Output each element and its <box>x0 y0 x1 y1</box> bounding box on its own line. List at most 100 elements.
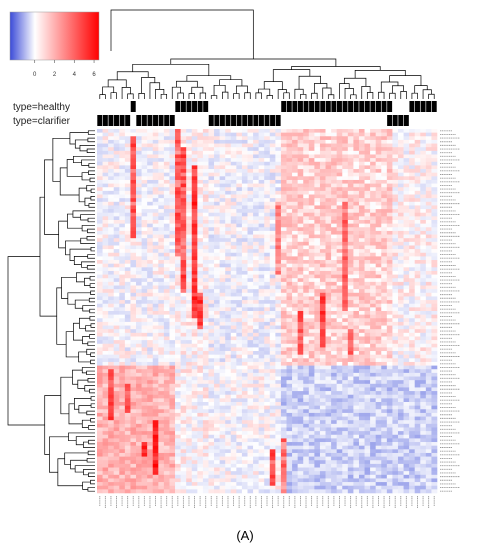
heatmap-cell <box>297 132 304 137</box>
heatmap-cell <box>381 147 388 152</box>
heatmap-cell <box>297 321 304 326</box>
heatmap-cell <box>158 147 165 152</box>
heatmap-cell <box>258 281 265 286</box>
heatmap-cell <box>292 394 298 399</box>
heatmap-cell <box>353 318 360 323</box>
heatmap-cell <box>364 270 371 275</box>
heatmap-cell <box>331 300 337 305</box>
heatmap-cell <box>347 307 354 312</box>
heatmap-cell <box>124 332 131 337</box>
heatmap-cell <box>163 307 170 312</box>
heatmap-cell <box>97 212 103 217</box>
heatmap-cell <box>325 143 332 148</box>
heatmap-cell <box>319 332 326 337</box>
heatmap-cell <box>280 365 287 370</box>
heatmap-cell <box>431 383 438 388</box>
heatmap-cell <box>314 256 321 261</box>
heatmap-cell <box>202 351 209 355</box>
heatmap-cell <box>347 209 354 214</box>
heatmap-cell <box>308 365 315 370</box>
heatmap-cell <box>403 372 410 377</box>
heatmap-cell <box>420 329 427 334</box>
heatmap-cell <box>191 260 198 264</box>
heatmap-cell <box>414 263 421 268</box>
heatmap-cell <box>214 281 220 286</box>
heatmap-cell <box>147 190 154 195</box>
heatmap-cell <box>331 172 337 177</box>
heatmap-cell <box>292 198 298 203</box>
heatmap-cell <box>113 296 120 301</box>
heatmap-cell <box>336 380 343 385</box>
heatmap-cell <box>420 361 427 366</box>
heatmap-cell <box>163 187 170 192</box>
heatmap-cell <box>375 354 382 359</box>
heatmap-cell <box>247 263 254 268</box>
heatmap-cell <box>175 351 181 355</box>
heatmap-cell <box>292 274 298 279</box>
heatmap-cell <box>386 143 393 148</box>
heatmap-cell <box>364 194 371 199</box>
heatmap-cell <box>152 343 159 348</box>
heatmap-cell <box>113 154 120 159</box>
heatmap-cell <box>420 216 427 221</box>
heatmap-cell <box>258 256 265 261</box>
heatmap-cell <box>97 194 103 199</box>
heatmap-cell <box>108 147 115 152</box>
heatmap-cell <box>119 274 126 279</box>
annotation-cell-clarifier <box>208 115 214 126</box>
heatmap-cell <box>230 307 237 312</box>
heatmap-cell <box>241 165 248 170</box>
heatmap-cell <box>308 205 315 210</box>
heatmap-cell <box>353 230 360 235</box>
heatmap-cell <box>147 234 154 239</box>
heatmap-cell <box>147 321 154 326</box>
heatmap-cell <box>308 194 315 199</box>
heatmap-cell <box>314 314 321 319</box>
heatmap-cell <box>319 329 326 334</box>
heatmap-cell <box>113 190 120 195</box>
heatmap-cell <box>297 361 304 366</box>
heatmap-cell <box>258 376 265 381</box>
heatmap-cell <box>97 187 103 192</box>
heatmap-cell <box>364 205 371 210</box>
annotation-cell-clarifier <box>336 115 342 126</box>
heatmap-cell <box>102 256 109 261</box>
heatmap-cell <box>163 394 170 399</box>
heatmap-cell <box>163 132 170 137</box>
heatmap-cell <box>314 241 321 246</box>
heatmap-cell <box>214 402 220 406</box>
heatmap-cell <box>375 220 382 224</box>
heatmap-cell <box>331 249 337 254</box>
heatmap-cell <box>342 402 349 406</box>
heatmap-cell <box>169 139 176 144</box>
heatmap-cell <box>241 220 248 224</box>
heatmap-cell <box>253 340 259 345</box>
heatmap-cell <box>258 183 265 188</box>
heatmap-cell <box>113 347 120 352</box>
annotation-cell-clarifier <box>192 115 198 126</box>
heatmap-cell <box>197 136 204 141</box>
heatmap-cell <box>280 198 287 203</box>
heatmap-cell <box>425 238 432 243</box>
heatmap-cell <box>163 343 170 348</box>
heatmap-cell <box>358 172 365 177</box>
heatmap-cell <box>414 212 421 217</box>
heatmap-cell <box>158 372 165 377</box>
heatmap-cell <box>314 321 321 326</box>
heatmap-cell <box>409 263 415 268</box>
heatmap-cell <box>102 165 109 170</box>
heatmap-cell <box>186 220 193 224</box>
heatmap-cell <box>191 340 198 345</box>
heatmap-cell <box>230 332 237 337</box>
heatmap-cell <box>314 179 321 184</box>
heatmap-cell <box>375 230 382 235</box>
heatmap-cell <box>230 161 237 166</box>
heatmap-cell <box>124 351 131 355</box>
heatmap-cell <box>214 179 220 184</box>
heatmap-cell <box>364 398 371 403</box>
heatmap-cell <box>425 311 432 315</box>
heatmap-cell <box>431 238 438 243</box>
heatmap-cell <box>130 380 137 385</box>
heatmap-cell <box>314 172 321 177</box>
heatmap-cell <box>403 383 410 388</box>
